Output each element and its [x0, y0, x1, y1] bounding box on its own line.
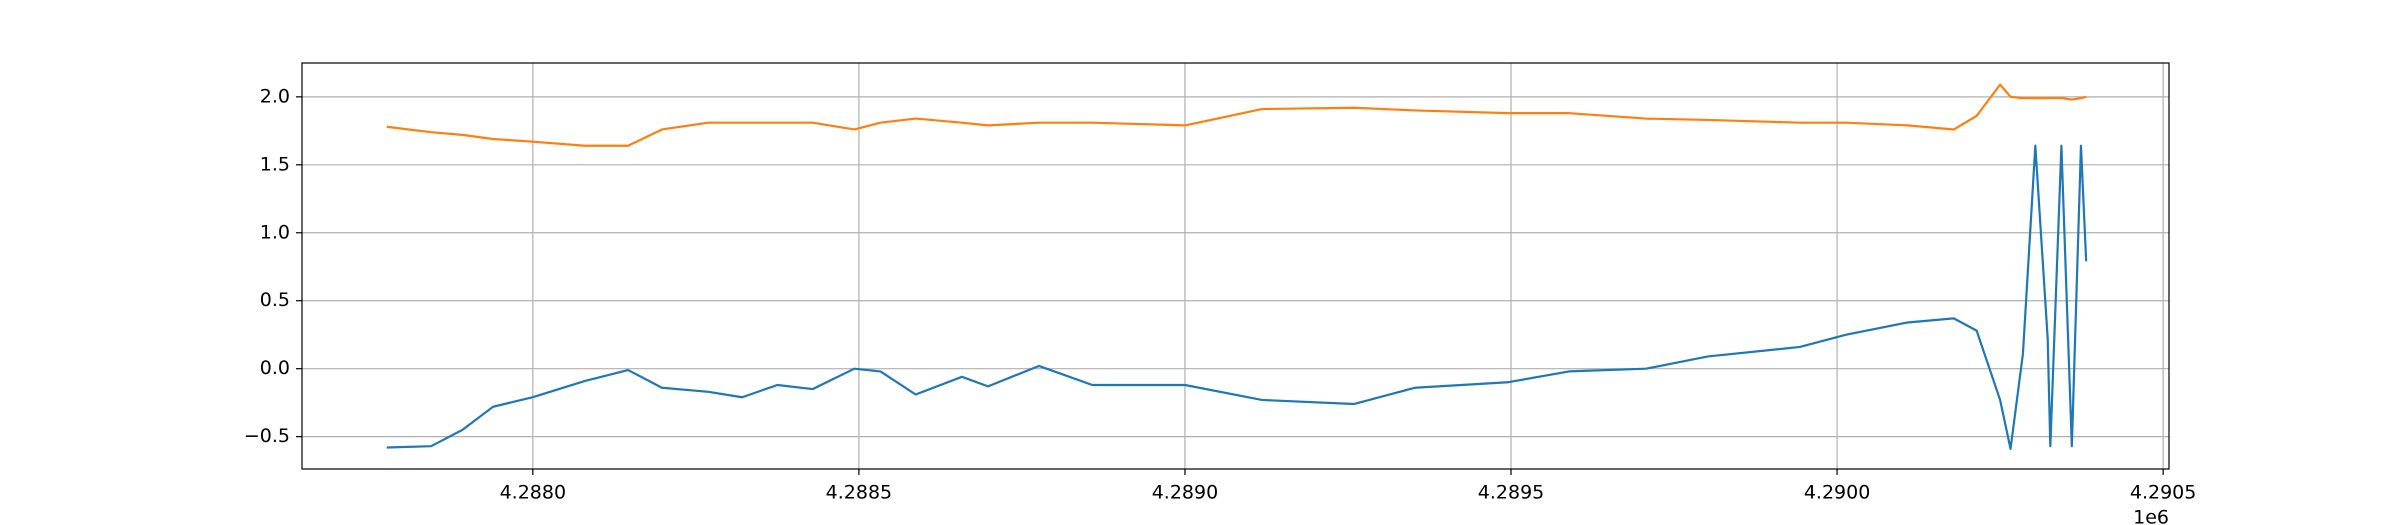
x-tick-label: 4.2880: [500, 482, 566, 504]
x-offset-label: 1e6: [2133, 507, 2169, 525]
y-tick-label: 0.5: [260, 289, 290, 311]
line-series: [386, 144, 2088, 450]
x-tick-label: 4.2895: [1478, 482, 1544, 504]
x-tick-label: 4.2905: [2130, 482, 2196, 504]
axes-frame: [301, 62, 2170, 470]
y-tick-label: 0.0: [260, 357, 290, 379]
x-tick-label: 4.2890: [1152, 482, 1218, 504]
y-tick-label: 2.0: [260, 85, 290, 107]
x-tick-label: 4.2885: [826, 482, 892, 504]
line-series: [386, 83, 2087, 147]
y-tick-label: 1.0: [260, 221, 290, 243]
y-tick-label: 1.5: [260, 153, 290, 175]
y-tick-label: −0.5: [244, 425, 290, 447]
x-tick-label: 4.2900: [1804, 482, 1870, 504]
